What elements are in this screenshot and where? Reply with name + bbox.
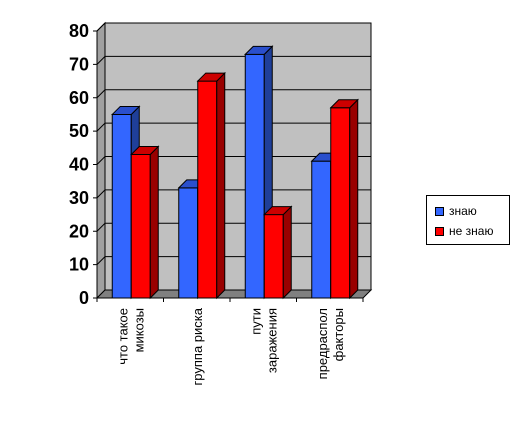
gridline [96, 22, 371, 32]
y-tick-label: 50 [69, 121, 89, 141]
legend-swatch-series-1 [435, 206, 444, 216]
legend-label-series-2: не знаю [449, 224, 494, 238]
category-label-1: что такоемикозы [115, 308, 146, 365]
y-tick-labels: 0 10 20 30 40 50 60 70 80 [69, 21, 97, 308]
legend-swatch-series-2 [435, 226, 444, 236]
legend-label-series-1: знаю [449, 204, 477, 218]
gridline [96, 156, 371, 165]
gridline [96, 55, 371, 65]
y-tick-label: 30 [69, 188, 89, 208]
legend: знаю не знаю [426, 195, 510, 245]
y-tick-label: 40 [69, 155, 89, 175]
gridline [96, 89, 371, 99]
y-tick-label: 60 [69, 88, 89, 108]
category-label-3: путизаражения [248, 308, 279, 373]
gridline [96, 122, 371, 132]
y-tick-label: 20 [69, 221, 89, 241]
legend-item-series-1: знаю [435, 204, 477, 218]
y-tick-label: 10 [69, 255, 89, 275]
gridline [96, 189, 371, 199]
bar-2-3 [263, 205, 293, 300]
y-tick-label: 0 [79, 288, 89, 308]
legend-item-series-2: не знаю [435, 224, 493, 238]
bars [111, 45, 359, 300]
y-tick-label: 80 [69, 21, 89, 41]
bar-2-1 [130, 145, 160, 300]
category-label-2: группа риска [190, 307, 205, 385]
category-label-4: предрасполфакторы [315, 308, 346, 379]
category-labels: что такоемикозы группа риска путизаражения… [115, 307, 346, 385]
bar-2-2 [196, 71, 226, 300]
y-tick-label: 70 [69, 54, 89, 74]
bar-2-4 [329, 98, 359, 300]
